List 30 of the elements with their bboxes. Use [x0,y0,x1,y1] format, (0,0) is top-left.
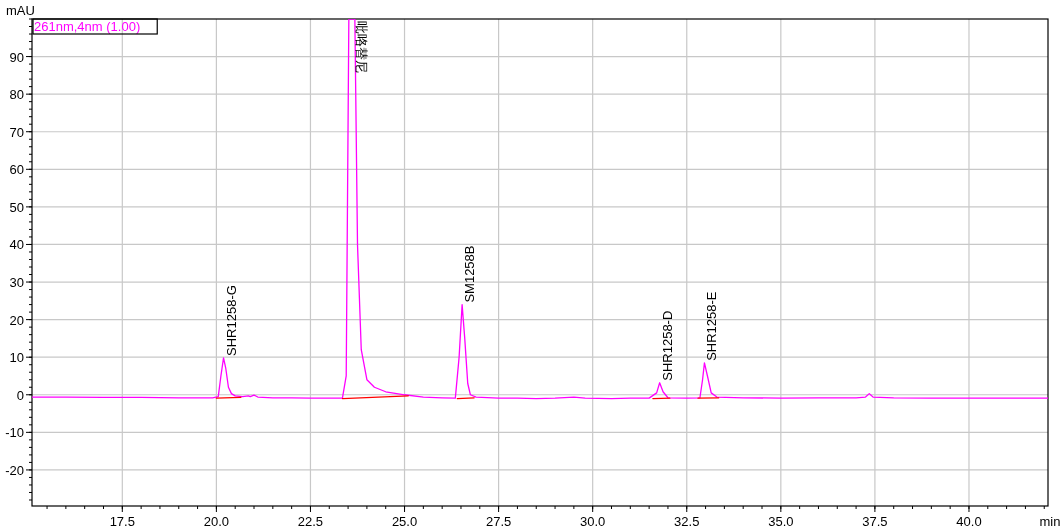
y-tick-label: 0 [16,387,24,403]
y-tick-label: 90 [9,49,24,65]
annotation: SM1258B [462,245,478,303]
annotation: 吡咯替尼 [353,21,369,73]
y-tick-label: -20 [5,462,24,478]
x-tick-label: 20.0 [203,514,230,529]
annotation: SHR1258-D [659,310,675,381]
x-tick-label: 37.5 [862,514,888,529]
x-tick-label: 35.0 [768,514,794,529]
x-tick-label: 22.5 [297,514,324,529]
y-tick-label: 30 [9,275,24,291]
annotation: SHR1258-E [704,291,720,361]
y-tick-label: 10 [9,350,24,366]
y-tick-label: -10 [5,425,24,441]
x-tick-label: 27.5 [485,514,512,529]
x-tick-label: 32.5 [674,514,700,529]
y-axis-title: mAU [6,3,35,18]
y-tick-label: 40 [9,237,24,253]
y-tick-label: 60 [9,162,24,178]
y-tick-label: 20 [9,312,24,328]
x-tick-label: 17.5 [109,514,135,529]
x-tick-label: 25.0 [391,514,418,529]
x-tick-label: 30.0 [580,514,606,529]
y-tick-label: 80 [9,87,24,103]
x-axis-title: min [1039,514,1060,529]
annotation: SHR1258-G [223,285,239,356]
y-tick-label: 70 [9,124,24,140]
legend: 261nm,4nm (1.00) [32,18,158,35]
x-tick-label: 40.0 [956,514,982,529]
y-tick-label: 50 [9,199,24,215]
